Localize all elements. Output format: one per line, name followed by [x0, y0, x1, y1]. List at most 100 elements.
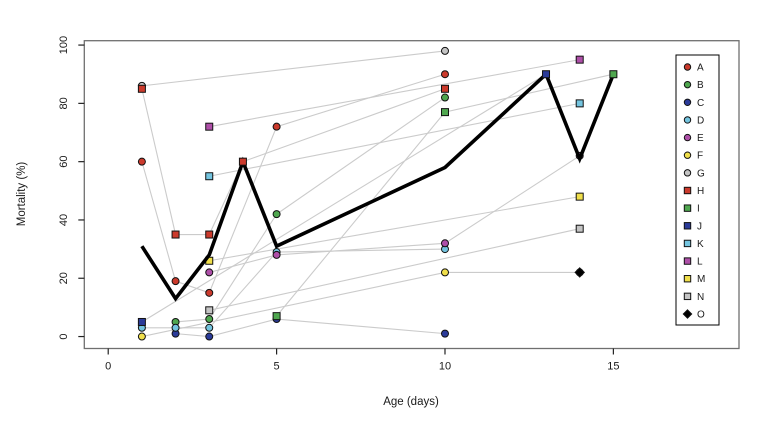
legend-marker-I — [683, 204, 692, 212]
point-N — [575, 224, 584, 233]
data-point-markers — [137, 46, 618, 341]
legend-label-M: M — [697, 274, 705, 285]
point-H — [440, 84, 449, 93]
x-tick-label: 10 — [439, 361, 451, 373]
point-E — [205, 268, 214, 277]
connector-H — [141, 88, 446, 236]
point-A — [272, 122, 281, 131]
legend-label-F: F — [697, 151, 703, 162]
connector-E — [209, 155, 581, 273]
legend-label-N: N — [697, 292, 704, 303]
point-A — [137, 157, 146, 166]
legend-marker-O — [682, 309, 693, 319]
legend-marker-D — [683, 116, 692, 124]
point-H — [171, 230, 180, 239]
trend-line — [140, 71, 616, 302]
point-A — [171, 277, 180, 286]
point-J — [137, 317, 146, 326]
legend-item-B: B — [683, 80, 704, 91]
point-J — [542, 70, 551, 79]
legend-label-I: I — [697, 204, 700, 215]
legend-marker-N — [683, 292, 692, 301]
legend-item-G: G — [683, 168, 705, 179]
legend-label-G: G — [697, 168, 705, 179]
connector-C — [175, 318, 446, 338]
legend-label-A: A — [697, 63, 704, 74]
legend-item-K: K — [683, 239, 704, 250]
legend-marker-M — [683, 275, 692, 283]
legend-marker-K — [683, 239, 692, 248]
point-H — [205, 230, 214, 239]
point-I — [609, 70, 618, 79]
legend-label-E: E — [697, 133, 704, 144]
connector-B — [175, 97, 446, 323]
legend-item-F: F — [683, 151, 703, 162]
point-C — [440, 329, 449, 338]
plot-border — [83, 40, 740, 350]
connector-K — [209, 102, 580, 177]
connector-L — [209, 59, 580, 128]
point-G — [440, 46, 449, 55]
x-axis-title: Age (days) — [383, 396, 439, 408]
legend-label-C: C — [697, 98, 704, 109]
connector-D — [141, 248, 446, 329]
legend-item-D: D — [683, 115, 704, 126]
point-F — [137, 332, 146, 341]
point-B — [440, 93, 449, 102]
point-A — [440, 70, 449, 79]
legend-label-H: H — [697, 186, 704, 197]
legend-item-J: J — [683, 221, 702, 232]
point-F — [440, 268, 449, 277]
point-N — [205, 306, 214, 315]
trend-polyline — [140, 71, 616, 302]
point-E — [272, 250, 281, 259]
y-tick-label: 80 — [58, 97, 70, 109]
legend-frame — [675, 54, 720, 326]
connector-G — [141, 50, 446, 87]
point-M — [575, 192, 584, 201]
point-D — [205, 323, 214, 332]
legend-marker-E — [683, 133, 692, 142]
legend-item-M: M — [683, 274, 705, 285]
point-B — [272, 210, 281, 219]
legend-marker-F — [683, 151, 692, 159]
y-tick-label: 20 — [58, 272, 70, 284]
y-tick-label: 60 — [58, 156, 70, 168]
connector-M — [209, 196, 580, 262]
point-O — [574, 267, 586, 278]
legend-item-N: N — [683, 292, 704, 303]
y-tick-label: 40 — [58, 214, 70, 226]
y-tick-label: 0 — [58, 333, 70, 339]
legend-label-L: L — [697, 257, 703, 268]
legend-marker-A — [683, 63, 692, 71]
legend-item-L: L — [683, 257, 703, 268]
point-I — [272, 312, 281, 321]
legend-item-H: H — [683, 186, 704, 197]
connector-A — [141, 73, 446, 294]
legend-label-K: K — [697, 239, 704, 250]
point-D — [171, 323, 180, 332]
x-tick-label: 5 — [274, 361, 280, 373]
point-E — [440, 239, 449, 248]
connector-N — [209, 228, 580, 311]
point-C — [205, 332, 214, 341]
legend-marker-H — [683, 186, 692, 195]
point-K — [205, 172, 214, 181]
point-A — [205, 288, 214, 297]
legend-item-A: A — [683, 63, 704, 74]
legend-marker-C — [683, 98, 692, 106]
connector-J — [141, 73, 547, 323]
point-H — [238, 157, 247, 166]
legend-marker-G — [683, 169, 692, 177]
x-tick-label: 15 — [607, 361, 619, 373]
point-H — [137, 84, 146, 93]
legend-item-O: O — [682, 309, 705, 321]
legend-item-C: C — [683, 98, 704, 109]
legend-item-E: E — [683, 133, 704, 144]
legend-label-O: O — [697, 310, 705, 321]
point-L — [205, 122, 214, 131]
point-B — [205, 315, 214, 324]
